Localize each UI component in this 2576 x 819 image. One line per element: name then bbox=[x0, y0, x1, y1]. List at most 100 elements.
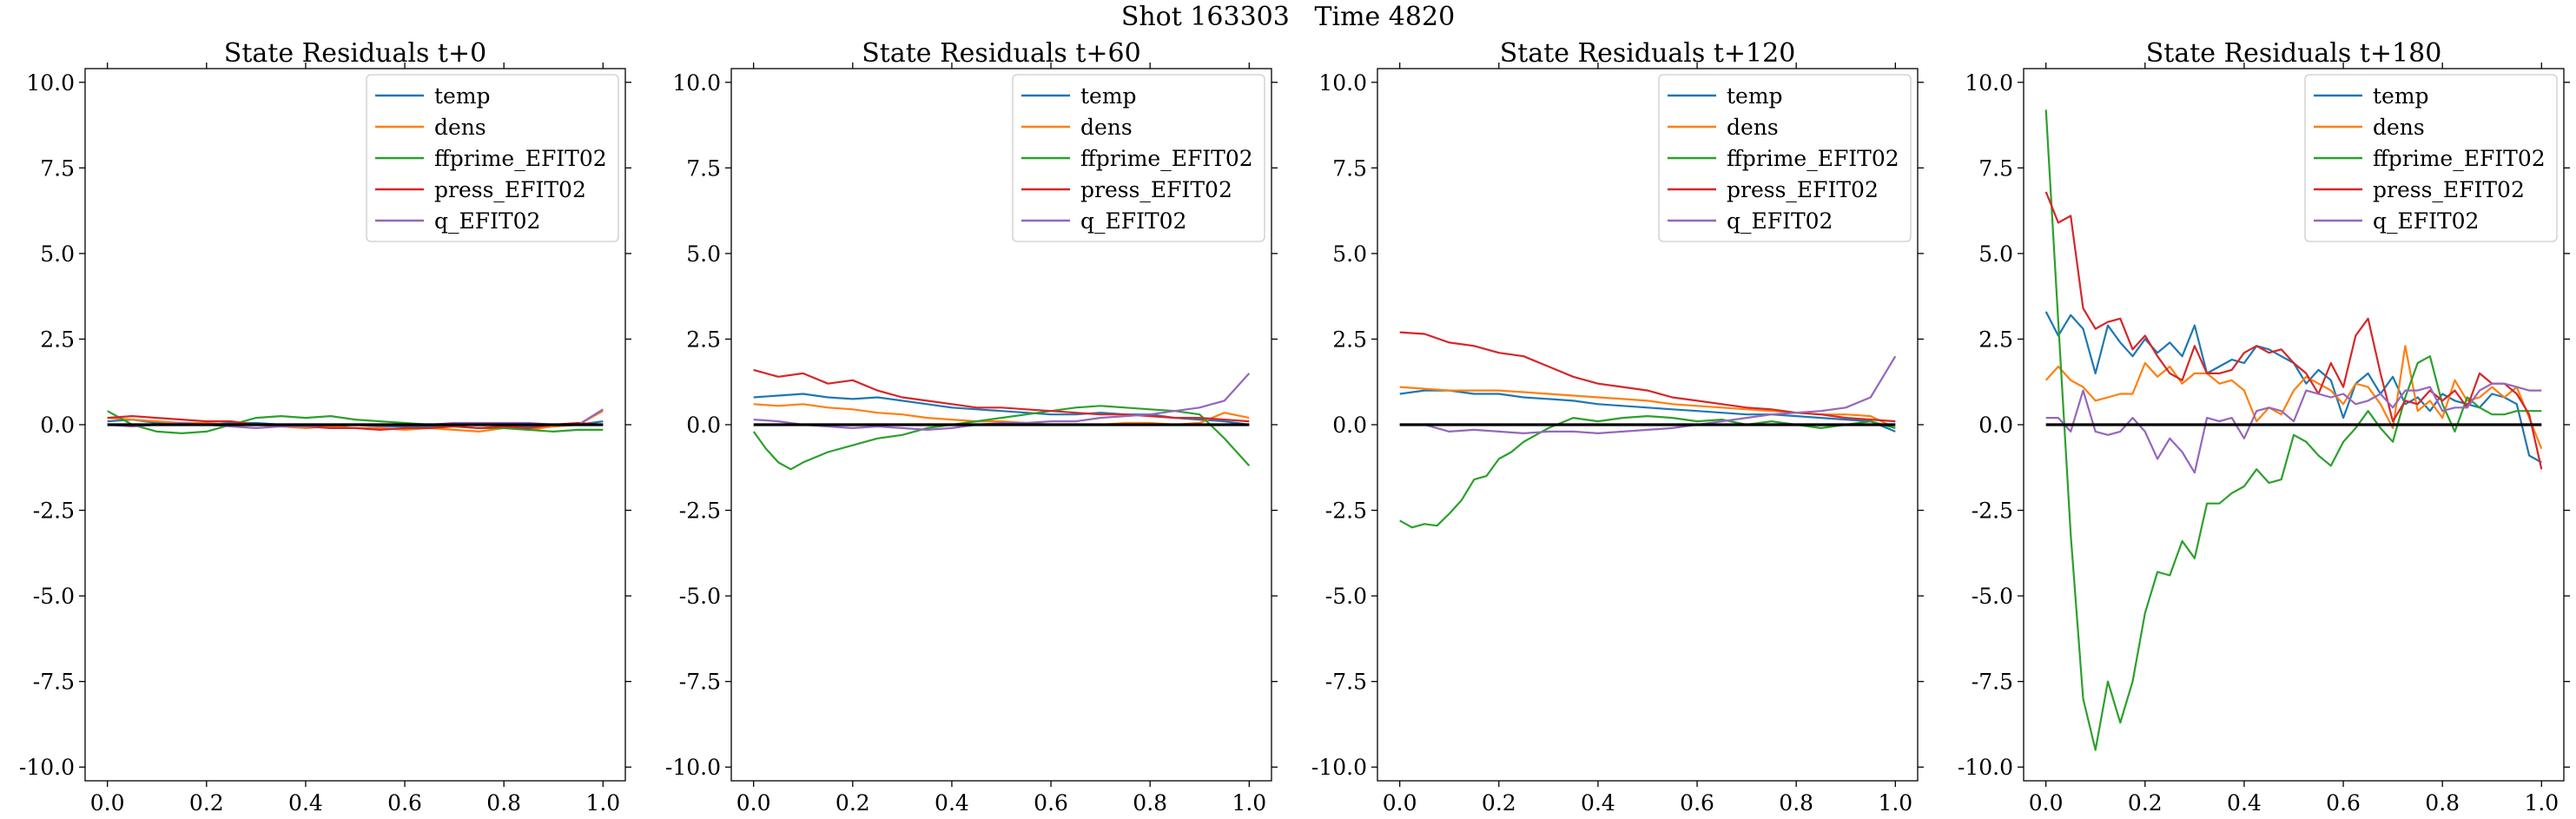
series-line-q_EFIT02 bbox=[2045, 382, 2542, 474]
legend: temp dens ffprime_EFIT02 press_EFIT02 q_EFIT… bbox=[2304, 74, 2558, 242]
y-tick-label: 10.0 bbox=[1965, 70, 2013, 96]
legend-label: q_EFIT02 bbox=[2373, 208, 2479, 234]
y-tick-label: -2.5 bbox=[33, 499, 75, 524]
axes-frame bbox=[1377, 68, 1919, 782]
x-tick-label: 0.0 bbox=[736, 790, 771, 816]
y-tick-label: -7.5 bbox=[1972, 670, 2013, 695]
series-line-dens bbox=[2044, 345, 2543, 450]
x-tick-label: 0.2 bbox=[836, 790, 870, 816]
series-group bbox=[752, 368, 1251, 471]
y-tick-label: 0.0 bbox=[1332, 413, 1367, 438]
x-tick-label: 0.6 bbox=[2326, 790, 2361, 816]
y-tick-label: 5.0 bbox=[686, 241, 721, 267]
series-line-temp bbox=[753, 393, 1250, 426]
chart-panel-2: State Residuals t+60 10.0 7.5 5.0 2.5 0.0 -2.5… bbox=[665, 38, 1278, 816]
y-tick-label: -5.0 bbox=[679, 584, 721, 609]
y-tick-label: -5.0 bbox=[1972, 584, 2013, 609]
chart-title: State Residuals t+60 bbox=[862, 38, 1140, 69]
y-tick-label: 0.0 bbox=[1978, 413, 2013, 438]
legend-label: q_EFIT02 bbox=[1080, 208, 1186, 234]
x-tick-label: 1.0 bbox=[1878, 790, 1912, 816]
series-group bbox=[107, 408, 604, 434]
legend-label: dens bbox=[434, 115, 486, 140]
series-group bbox=[2044, 109, 2543, 751]
series-line-press_EFIT02 bbox=[753, 368, 1250, 423]
chart-panel-1: State Residuals t+0 10.0 7.5 5.0 2.5 0.0 -2.5 -… bbox=[19, 38, 631, 816]
y-tick-label: -10.0 bbox=[19, 755, 75, 780]
legend-box bbox=[1658, 74, 1912, 242]
x-tick-label: 0.4 bbox=[935, 790, 969, 816]
x-tick-label: 0.2 bbox=[1482, 790, 1516, 816]
x-tick-label: 0.8 bbox=[2425, 790, 2460, 816]
legend-label: dens bbox=[1080, 115, 1133, 140]
series-line-press_EFIT02 bbox=[1399, 331, 1896, 423]
x-tick-label: 0.4 bbox=[1581, 790, 1615, 816]
x-tick-label: 0.6 bbox=[1034, 790, 1068, 816]
y-tick-label: 2.5 bbox=[1332, 327, 1367, 352]
legend-label: press_EFIT02 bbox=[1727, 177, 1879, 202]
series-line-ffprime_EFIT02 bbox=[2044, 109, 2542, 751]
y-tick-label: 2.5 bbox=[1978, 327, 2013, 352]
x-tick-label: 0.0 bbox=[90, 790, 125, 816]
y-tick-label: 5.0 bbox=[1978, 241, 2013, 267]
legend-label: ffprime_EFIT02 bbox=[434, 146, 607, 171]
x-tick-label: 0.8 bbox=[1133, 790, 1167, 816]
legend: temp dens ffprime_EFIT02 press_EFIT02 q_EFIT… bbox=[1658, 74, 1912, 242]
legend-label: press_EFIT02 bbox=[2373, 177, 2525, 202]
series-line-ffprime_EFIT02 bbox=[752, 405, 1251, 471]
x-tick-label: 0.0 bbox=[2029, 790, 2064, 816]
series-line-press_EFIT02 bbox=[107, 415, 604, 431]
x-tick-label: 0.0 bbox=[1383, 790, 1417, 816]
axes-frame bbox=[2023, 68, 2565, 782]
axes-frame bbox=[84, 68, 626, 782]
legend-box bbox=[2304, 74, 2558, 242]
legend-label: ffprime_EFIT02 bbox=[1080, 146, 1253, 171]
legend-label: temp bbox=[1727, 83, 1783, 109]
legend-label: dens bbox=[1727, 115, 1779, 140]
y-tick-label: -5.0 bbox=[1325, 584, 1367, 609]
y-tick-label: -7.5 bbox=[679, 670, 721, 695]
series-line-ffprime_EFIT02 bbox=[107, 410, 604, 434]
y-tick-label: 10.0 bbox=[672, 70, 721, 96]
legend-label: ffprime_EFIT02 bbox=[2373, 146, 2546, 171]
chart-title: State Residuals t+180 bbox=[2146, 38, 2442, 69]
legend: temp dens ffprime_EFIT02 press_EFIT02 q_EFIT… bbox=[366, 74, 619, 242]
y-tick-label: 7.5 bbox=[686, 155, 721, 181]
y-tick-label: 7.5 bbox=[1978, 155, 2013, 181]
legend-box bbox=[366, 74, 619, 242]
legend: temp dens ffprime_EFIT02 press_EFIT02 q_EFIT… bbox=[1012, 74, 1265, 242]
y-tick-label: -7.5 bbox=[33, 670, 75, 695]
series-line-q_EFIT02 bbox=[1399, 355, 1897, 434]
series-group bbox=[1399, 331, 1897, 529]
x-tick-label: 0.2 bbox=[2128, 790, 2163, 816]
x-tick-label: 0.8 bbox=[1779, 790, 1813, 816]
series-line-temp bbox=[1399, 389, 1896, 433]
series-line-temp bbox=[2044, 311, 2542, 464]
y-tick-label: -2.5 bbox=[1972, 499, 2013, 524]
chart-title: State Residuals t+0 bbox=[224, 38, 486, 69]
y-tick-label: 7.5 bbox=[40, 155, 75, 181]
x-tick-label: 1.0 bbox=[585, 790, 620, 816]
chart-title: State Residuals t+120 bbox=[1500, 38, 1796, 69]
legend-label: temp bbox=[2373, 83, 2429, 109]
y-tick-label: -2.5 bbox=[679, 499, 721, 524]
series-line-q_EFIT02 bbox=[753, 373, 1251, 431]
series-line-press_EFIT02 bbox=[2044, 191, 2543, 470]
legend-label: press_EFIT02 bbox=[1080, 177, 1232, 202]
y-tick-label: -10.0 bbox=[1958, 755, 2013, 780]
y-tick-label: 2.5 bbox=[40, 327, 75, 352]
figure-suptitle: Shot 163303 Time 4820 bbox=[1120, 2, 1456, 32]
legend-label: press_EFIT02 bbox=[434, 177, 586, 202]
legend-box bbox=[1012, 74, 1265, 242]
legend-label: q_EFIT02 bbox=[1727, 208, 1833, 234]
y-tick-label: -10.0 bbox=[1311, 755, 1367, 780]
legend-label: ffprime_EFIT02 bbox=[1727, 146, 1899, 171]
series-line-ffprime_EFIT02 bbox=[1399, 415, 1896, 529]
chart-panel-4: State Residuals t+180 10.0 7.5 5.0 2.5 0.0 -2.… bbox=[1958, 38, 2570, 816]
axes-frame bbox=[730, 68, 1272, 782]
y-tick-label: 10.0 bbox=[1318, 70, 1367, 96]
y-tick-label: -2.5 bbox=[1325, 499, 1367, 524]
y-tick-label: 2.5 bbox=[686, 327, 721, 352]
x-tick-label: 0.2 bbox=[189, 790, 224, 816]
